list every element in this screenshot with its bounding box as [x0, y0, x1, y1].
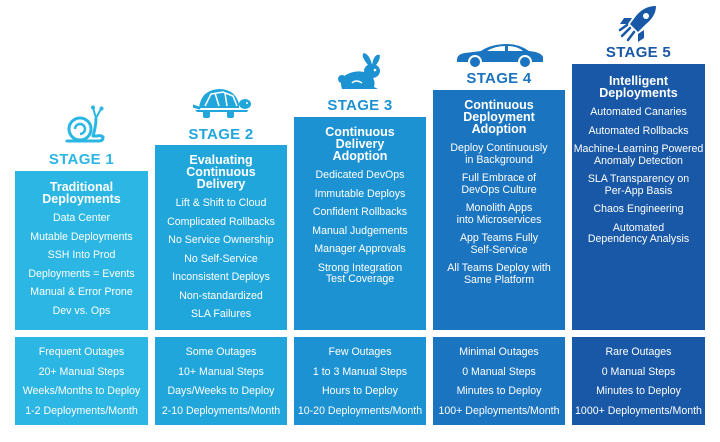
list-item: Manual & Error Prone — [30, 286, 133, 298]
stage-3: STAGE 3 Continuous Delivery Adoption Ded… — [294, 0, 426, 442]
metric-deploy-time: Minutes to Deploy — [456, 385, 542, 398]
list-item: SLA Transparency on Per-App Basis — [587, 173, 690, 197]
panel-title: Intelligent Deployments — [599, 74, 678, 100]
stage-panel: Continuous Deployment Adoption Deploy Co… — [433, 90, 565, 330]
list-item: Deploy Continuously in Background — [450, 142, 548, 166]
stage-2: STAGE 2 Evaluating Continuous Delivery L… — [155, 0, 287, 442]
list-item: No Self-Service — [184, 252, 258, 265]
metric-outages: Rare Outages — [605, 346, 672, 358]
metric-manual-steps: 20+ Manual Steps — [38, 365, 125, 378]
metrics-panel: Minimal Outages 0 Manual Steps Minutes t… — [433, 337, 565, 425]
stage-label: STAGE 5 — [605, 44, 672, 61]
metric-deploy-frequency: 10-20 Deployments/Month — [297, 404, 423, 417]
panel-title: Traditional Deployments — [42, 180, 121, 206]
panel-title: Evaluating Continuous Delivery — [186, 153, 256, 191]
list-item: Machine-Learning Powered Anomaly Detecti… — [573, 143, 704, 167]
metrics-panel: Frequent Outages 20+ Manual Steps Weeks/… — [15, 337, 148, 425]
metric-deploy-frequency: 2-10 Deployments/Month — [161, 404, 281, 417]
metric-outages: Minimal Outages — [459, 346, 539, 358]
stage-panel: Evaluating Continuous Delivery Lift & Sh… — [155, 145, 287, 330]
list-item: Non-standardized — [179, 289, 263, 302]
list-item: Confident Rollbacks — [312, 206, 408, 218]
rabbit-icon — [338, 53, 380, 89]
stage-label: STAGE 3 — [327, 97, 393, 114]
list-item: Mutable Deployments — [30, 230, 133, 243]
list-item: Deployments = Events — [28, 267, 135, 280]
list-item: Full Embrace of DevOps Culture — [461, 172, 537, 196]
metric-deploy-frequency: 1000+ Deployments/Month — [575, 404, 702, 417]
metric-outages: Some Outages — [185, 346, 257, 358]
metric-deploy-time: Weeks/Months to Deploy — [22, 385, 141, 398]
list-item: Automated Canaries — [590, 106, 687, 118]
list-item: App Teams Fully Self-Service — [459, 232, 539, 256]
list-item: Immutable Deploys — [314, 187, 406, 200]
metric-manual-steps: 0 Manual Steps — [601, 365, 676, 378]
stage-4: STAGE 4 Continuous Deployment Adoption D… — [433, 0, 565, 442]
list-item: Monolith Apps into Microservices — [456, 202, 542, 226]
sports-car-icon — [457, 44, 543, 68]
panel-title: Continuous Delivery Adoption — [325, 125, 395, 163]
snail-icon — [65, 105, 105, 143]
list-item: Dedicated DevOps — [315, 169, 405, 181]
list-item: Manual Judgements — [312, 224, 408, 237]
stage-label: STAGE 1 — [48, 151, 115, 168]
stage-panel: Continuous Delivery Adoption Dedicated D… — [294, 117, 426, 330]
list-item: Automated Rollbacks — [588, 124, 689, 137]
stage-label: STAGE 2 — [188, 126, 254, 143]
stage-5: STAGE 5 Intelligent Deployments Automate… — [572, 0, 705, 442]
stage-1: STAGE 1 Traditional Deployments Data Cen… — [15, 0, 148, 442]
rocket-icon — [618, 6, 656, 42]
panel-title: Continuous Deployment Adoption — [463, 98, 535, 136]
list-item: Automated Dependency Analysis — [587, 221, 690, 245]
list-item: Chaos Engineering — [593, 203, 684, 215]
metric-deploy-frequency: 100+ Deployments/Month — [438, 404, 560, 417]
metric-deploy-frequency: 1-2 Deployments/Month — [25, 404, 138, 417]
metrics-panel: Some Outages 10+ Manual Steps Days/Weeks… — [155, 337, 287, 425]
metric-outages: Frequent Outages — [38, 346, 125, 358]
stage-label: STAGE 4 — [466, 70, 532, 87]
metric-deploy-time: Minutes to Deploy — [596, 385, 681, 398]
list-item: Dev vs. Ops — [52, 304, 111, 317]
list-item: Manager Approvals — [314, 243, 406, 255]
metric-outages: Few Outages — [328, 346, 392, 358]
list-item: SLA Failures — [190, 308, 252, 320]
list-item: No Service Ownership — [168, 234, 274, 246]
metric-manual-steps: 10+ Manual Steps — [178, 365, 264, 378]
list-item: Strong Integration Test Coverage — [317, 261, 403, 285]
metrics-panel: Few Outages 1 to 3 Manual Steps Hours to… — [294, 337, 426, 425]
list-item: Data Center — [52, 212, 111, 224]
metric-manual-steps: 1 to 3 Manual Steps — [312, 365, 408, 378]
metric-deploy-time: Days/Weeks to Deploy — [167, 385, 275, 398]
metrics-panel: Rare Outages 0 Manual Steps Minutes to D… — [572, 337, 705, 425]
metric-manual-steps: 0 Manual Steps — [462, 365, 536, 378]
turtle-icon — [193, 89, 251, 118]
list-item: Inconsistent Deploys — [172, 271, 270, 283]
stage-panel: Traditional Deployments Data Center Muta… — [15, 171, 148, 330]
metric-deploy-time: Hours to Deploy — [322, 385, 398, 398]
stage-panel: Intelligent Deployments Automated Canari… — [572, 64, 705, 330]
list-item: SSH Into Prod — [47, 249, 116, 261]
list-item: Lift & Shift to Cloud — [175, 197, 267, 209]
list-item: All Teams Deploy with Same Platform — [447, 262, 551, 286]
list-item: Complicated Rollbacks — [167, 215, 275, 228]
